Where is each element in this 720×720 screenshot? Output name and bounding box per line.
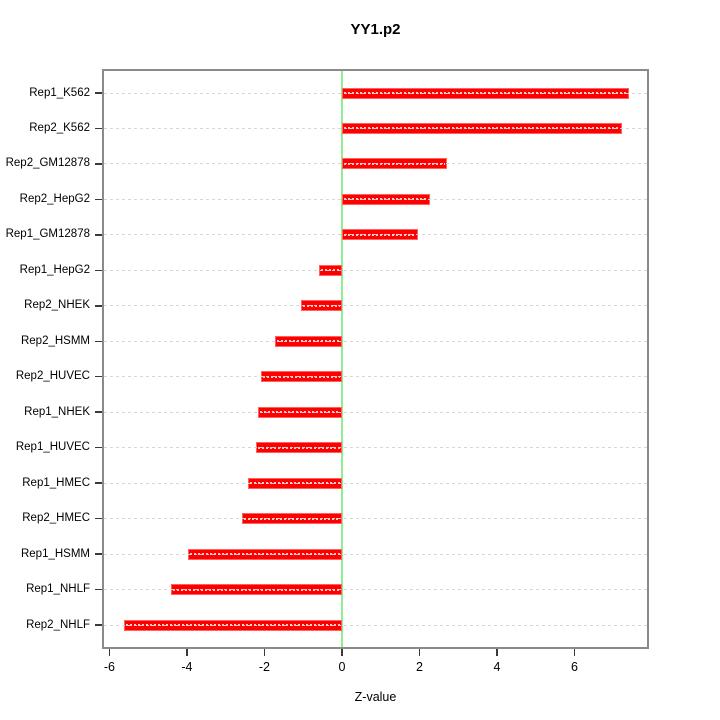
row-gridline: [104, 269, 647, 271]
y-tick: [95, 517, 102, 520]
x-tick: [263, 649, 266, 656]
y-axis-label: Rep2_GM12878: [5, 157, 90, 170]
x-tick: [108, 649, 111, 656]
row-gridline: [104, 518, 647, 520]
y-tick: [95, 482, 102, 484]
y-tick: [95, 446, 102, 449]
x-tick: [418, 649, 421, 656]
y-axis-label: Rep2_HUVEC: [15, 370, 90, 383]
x-tick-label: 4: [493, 660, 501, 674]
y-axis-label: Rep1_NHEK: [24, 405, 90, 418]
y-tick: [95, 553, 102, 555]
y-tick: [95, 163, 102, 165]
plot-box: [102, 69, 649, 649]
x-tick-label: 6: [571, 660, 578, 674]
row-gridline: [104, 305, 647, 307]
y-tick: [95, 127, 102, 130]
y-axis-label: Rep1_K562: [29, 86, 90, 99]
row-gridline: [104, 340, 647, 342]
y-tick: [95, 375, 102, 378]
chart-title: YY1.p2: [350, 21, 401, 38]
row-gridline: [104, 198, 647, 200]
y-tick: [95, 92, 102, 94]
row-gridline: [104, 234, 647, 236]
y-tick: [95, 588, 102, 591]
row-gridline: [104, 127, 647, 129]
y-axis-label: Rep2_HSMM: [20, 334, 90, 347]
y-tick: [95, 234, 102, 236]
y-axis-label: Rep1_GM12878: [5, 228, 90, 241]
y-tick: [95, 269, 102, 272]
y-tick: [95, 411, 102, 413]
row-gridline: [104, 553, 647, 555]
x-tick-label: 2: [416, 660, 423, 674]
y-axis-label: Rep1_HMEC: [22, 476, 90, 489]
row-gridline: [104, 589, 647, 591]
row-gridline: [104, 92, 647, 94]
y-axis-label: Rep2_NHEK: [24, 299, 90, 312]
y-axis-label: Rep1_NHLF: [26, 583, 90, 596]
x-tick: [341, 649, 343, 656]
x-tick-label: -6: [103, 660, 115, 674]
y-axis-label: Rep1_HSMM: [20, 547, 90, 560]
y-axis-label: Rep2_K562: [29, 121, 90, 134]
y-axis-label: Rep2_HMEC: [22, 512, 90, 525]
x-axis-title: Z-value: [354, 690, 397, 704]
y-axis-label: Rep1_HepG2: [19, 263, 90, 276]
x-tick-label: 0: [338, 660, 346, 674]
x-tick-label: -2: [258, 660, 271, 674]
y-tick: [95, 305, 102, 307]
zero-line: [340, 71, 343, 647]
x-tick: [496, 649, 498, 656]
row-gridline: [104, 411, 647, 413]
y-tick: [95, 198, 102, 201]
row-gridline: [104, 624, 647, 626]
x-tick-label: -4: [181, 660, 193, 674]
y-tick: [95, 340, 102, 343]
y-axis-label: Rep2_HepG2: [19, 192, 90, 205]
y-axis-label: Rep1_HUVEC: [15, 441, 90, 454]
row-gridline: [104, 376, 647, 378]
x-tick: [573, 649, 576, 656]
x-tick: [186, 649, 188, 656]
y-axis-label: Rep2_NHLF: [26, 618, 90, 631]
row-gridline: [104, 482, 647, 484]
row-gridline: [104, 447, 647, 449]
row-gridline: [104, 163, 647, 165]
y-tick: [95, 624, 102, 626]
